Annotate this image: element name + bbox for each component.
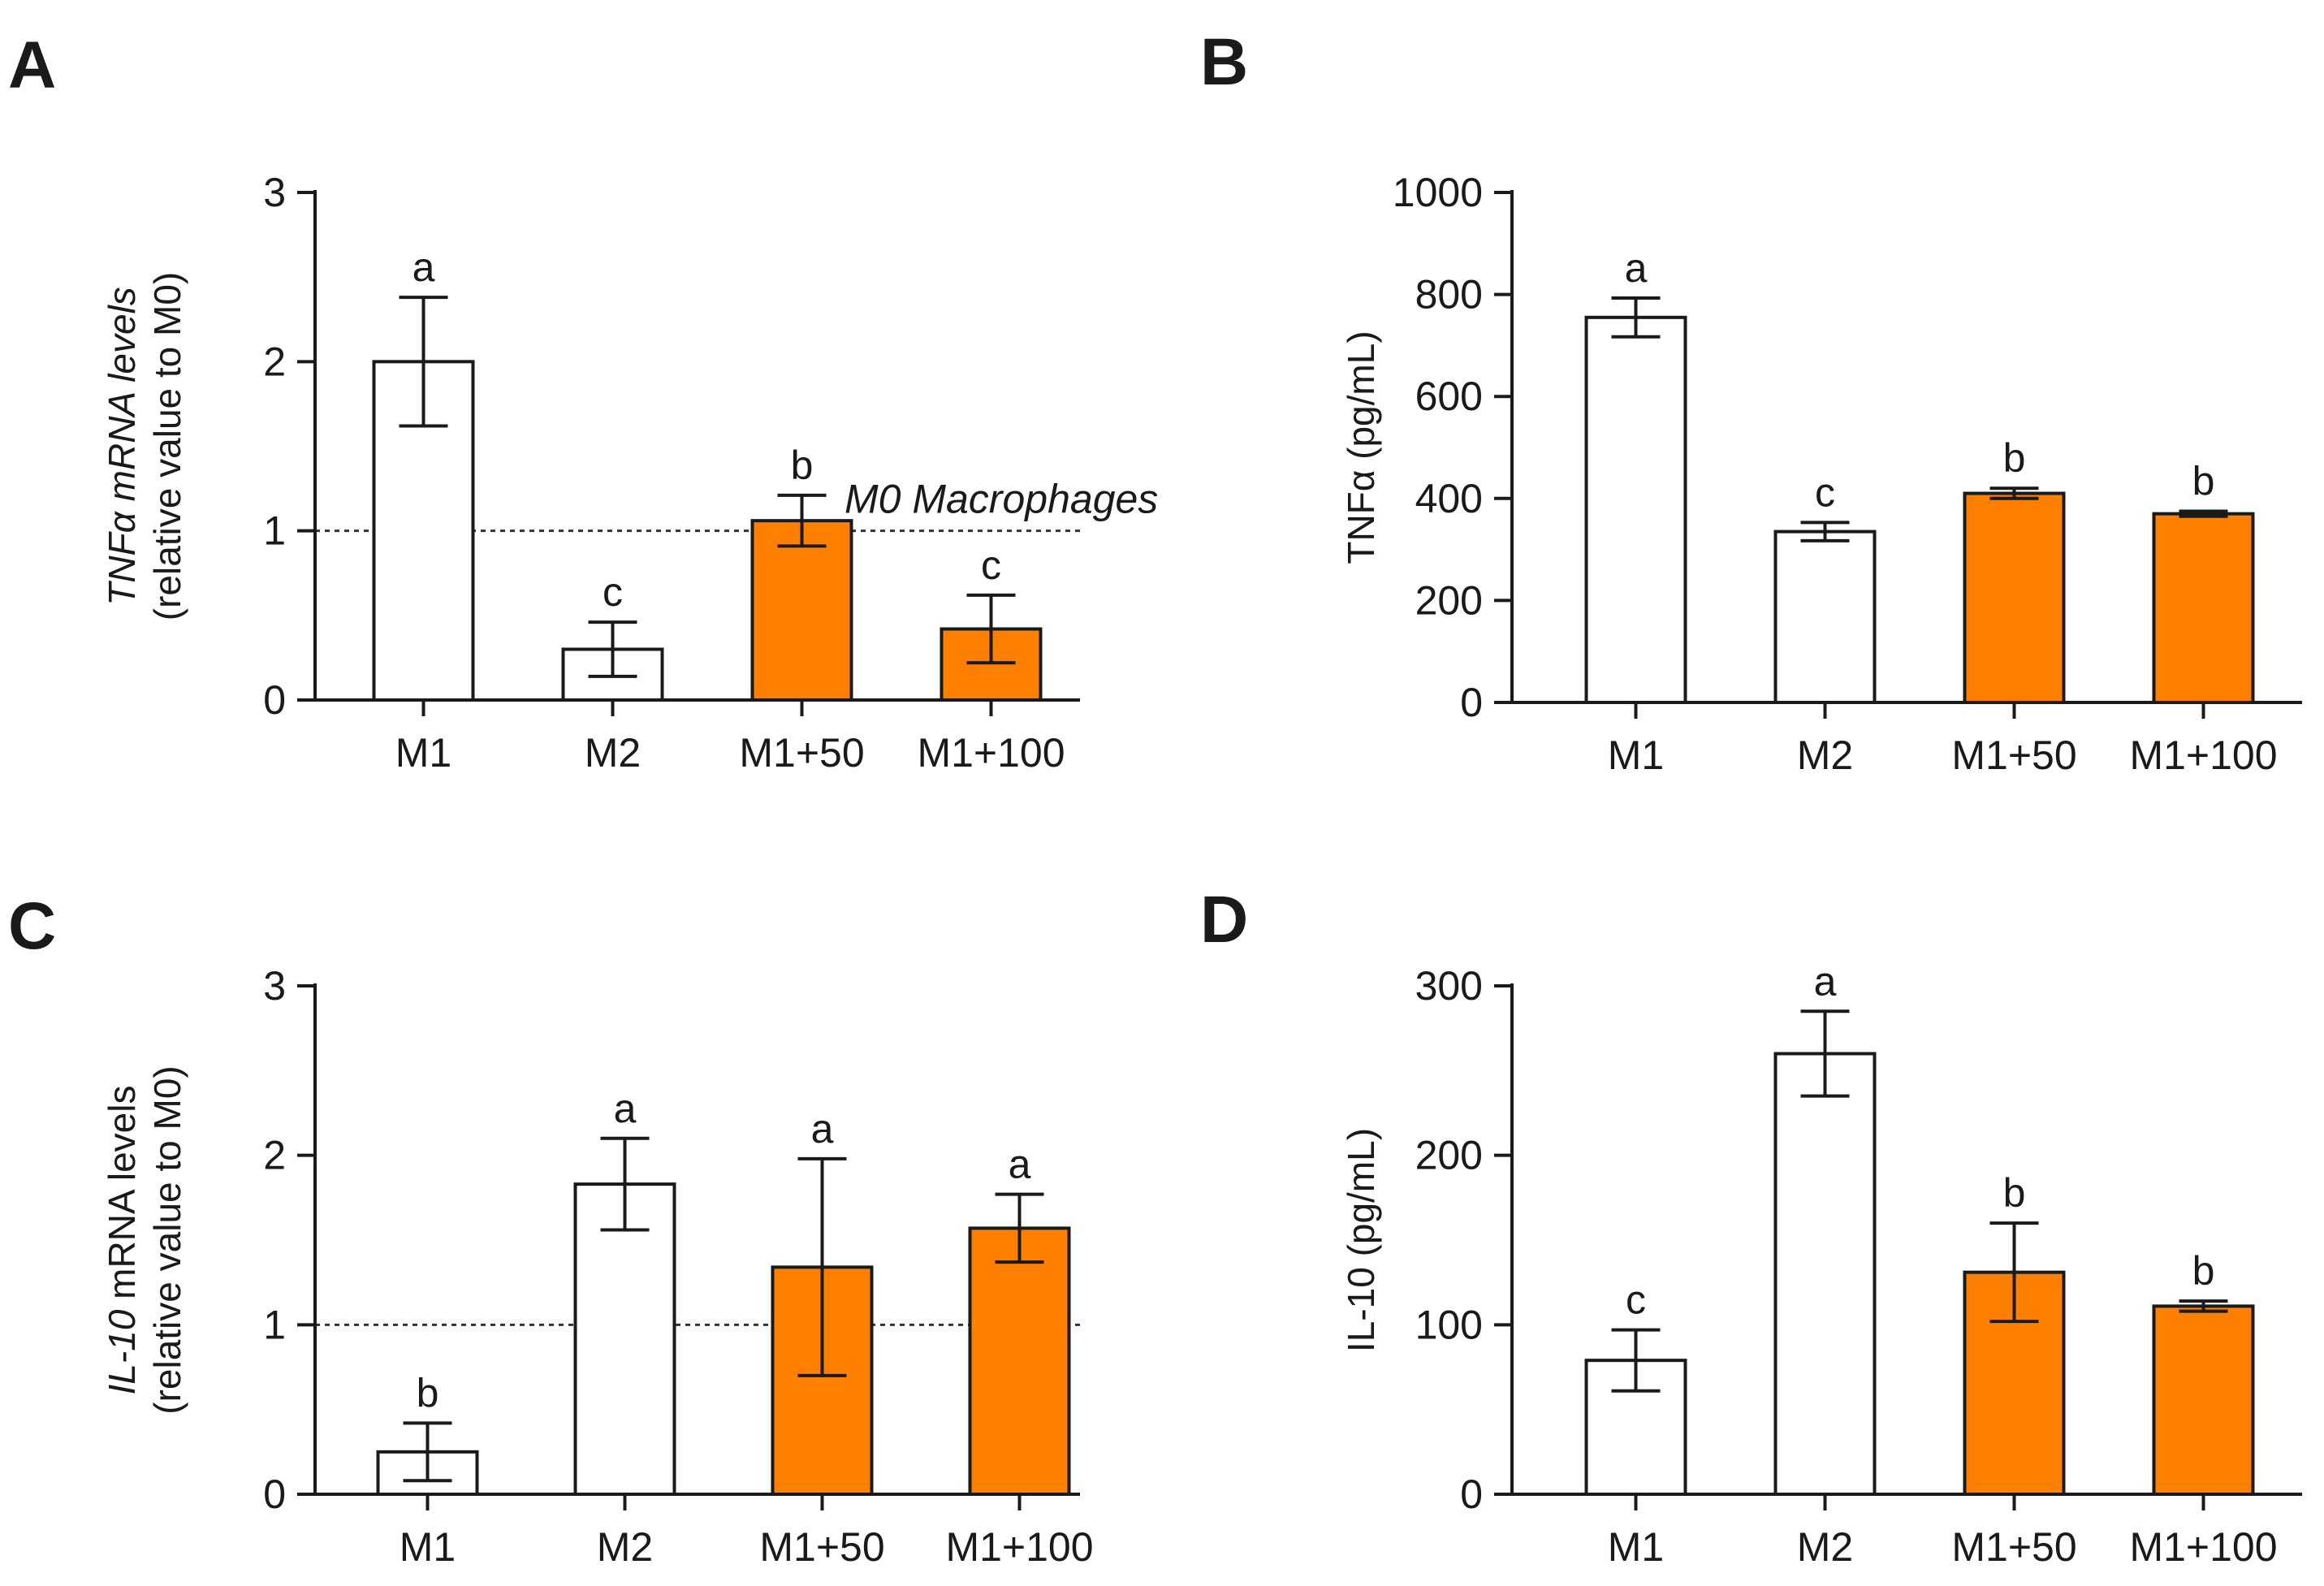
y-tick-label: 0 bbox=[263, 1471, 286, 1517]
significance-letter: b bbox=[2003, 435, 2026, 481]
significance-letter: a bbox=[811, 1106, 834, 1152]
y-tick-label: 100 bbox=[1415, 1302, 1483, 1347]
y-axis-title: TNFα mRNA levels bbox=[101, 287, 143, 606]
significance-letter: a bbox=[1814, 958, 1837, 1004]
y-tick-label: 0 bbox=[263, 677, 286, 723]
y-tick-label: 200 bbox=[1415, 577, 1483, 623]
y-axis-subtitle: (relative value to M0) bbox=[146, 1065, 188, 1415]
category-label: M2 bbox=[597, 1524, 653, 1570]
significance-letter: a bbox=[413, 244, 435, 290]
bar-m1plus100 bbox=[2152, 512, 2255, 705]
bar-m2 bbox=[1773, 1052, 1877, 1496]
significance-letter: c bbox=[1815, 469, 1835, 515]
bar-m1plus100 bbox=[968, 1226, 1071, 1496]
y-tick-label: 1000 bbox=[1393, 170, 1483, 215]
significance-letter: c bbox=[603, 569, 623, 615]
category-label: M1+50 bbox=[759, 1524, 884, 1570]
category-label: M1+50 bbox=[1951, 732, 2076, 778]
category-label: M1+100 bbox=[2129, 1524, 2277, 1570]
bar-m1plus100 bbox=[2152, 1304, 2255, 1496]
y-tick-label: 0 bbox=[1460, 1471, 1483, 1517]
panel-b: Ba M1 c M2 b M1+50 b M1+100 0 200 400 600 800 1000 TNF… bbox=[1200, 25, 2302, 778]
y-tick-label: 3 bbox=[263, 963, 286, 1009]
category-label: M1+100 bbox=[2129, 732, 2277, 778]
y-axis-title-plain: TNFα (pg/mL) bbox=[1340, 331, 1382, 564]
panel-a: A M0 Macrophages a M1 c M2 b M1+50 c M1+100 0 1 2 3 TN… bbox=[8, 28, 1158, 776]
significance-letter: a bbox=[1009, 1142, 1031, 1187]
y-tick-label: 400 bbox=[1415, 476, 1483, 521]
category-label: M1 bbox=[400, 1524, 456, 1570]
y-tick-label: 200 bbox=[1415, 1133, 1483, 1178]
y-axis-title-plain: mRNA levels bbox=[101, 1086, 143, 1310]
category-label: M1 bbox=[1608, 1524, 1664, 1570]
significance-letter: c bbox=[1626, 1277, 1646, 1323]
y-tick-label: 0 bbox=[1460, 680, 1483, 725]
y-tick-label: 1 bbox=[263, 1302, 286, 1347]
significance-letter: a bbox=[614, 1086, 637, 1131]
significance-letter: b bbox=[791, 443, 814, 488]
y-axis-title-italic: TNFα mRNA levels bbox=[101, 287, 143, 606]
category-label: M1+100 bbox=[917, 730, 1065, 776]
y-tick-label: 2 bbox=[263, 1133, 286, 1178]
y-axis-title: IL-10 mRNA levels bbox=[101, 1086, 143, 1395]
significance-letter: b bbox=[2192, 459, 2215, 504]
y-tick-label: 2 bbox=[263, 339, 286, 384]
panel-d: Dc M1 a M2 b M1+50 b M1+100 0 100 200 300 IL-10 (pg/… bbox=[1200, 883, 2302, 1570]
category-label: M1+50 bbox=[739, 730, 864, 776]
y-tick-label: 300 bbox=[1415, 963, 1483, 1009]
y-axis-title-italic: IL-10 bbox=[101, 1309, 143, 1394]
bar-m2 bbox=[1773, 529, 1877, 704]
y-axis-subtitle: (relative value to M0) bbox=[146, 272, 188, 621]
y-axis-title-plain: IL-10 (pg/mL) bbox=[1340, 1128, 1382, 1352]
panel-letter: B bbox=[1200, 25, 1248, 99]
y-tick-label: 800 bbox=[1415, 272, 1483, 318]
category-label: M1 bbox=[395, 730, 451, 776]
category-label: M2 bbox=[1797, 732, 1853, 778]
significance-letter: a bbox=[1625, 245, 1648, 291]
bar-m1plus50 bbox=[750, 519, 853, 702]
panel-c: Cb M1 a M2 a M1+50 a M1+100 0 1 2 3 IL-10 mRNA level… bbox=[8, 889, 1094, 1570]
significance-letter: b bbox=[417, 1370, 439, 1415]
y-tick-label: 600 bbox=[1415, 374, 1483, 419]
panel-letter: D bbox=[1200, 883, 1248, 957]
y-tick-label: 3 bbox=[263, 170, 286, 215]
significance-letter: b bbox=[2003, 1170, 2026, 1216]
panel-letter: A bbox=[8, 28, 56, 102]
significance-letter: b bbox=[2192, 1248, 2215, 1294]
bar-m1plus50 bbox=[1963, 491, 2066, 705]
y-axis-title: IL-10 (pg/mL) bbox=[1340, 1128, 1382, 1352]
category-label: M1+50 bbox=[1951, 1524, 2076, 1570]
bar-m1 bbox=[1584, 315, 1687, 704]
y-axis-title: TNFα (pg/mL) bbox=[1340, 331, 1382, 564]
category-label: M1 bbox=[1608, 732, 1664, 778]
panel-letter: C bbox=[8, 889, 56, 963]
significance-letter: c bbox=[981, 542, 1001, 588]
category-label: M1+100 bbox=[945, 1524, 1093, 1570]
category-label: M2 bbox=[585, 730, 641, 776]
category-label: M2 bbox=[1797, 1524, 1853, 1570]
reference-line-label: M0 Macrophages bbox=[845, 477, 1158, 522]
y-tick-label: 1 bbox=[263, 508, 286, 554]
